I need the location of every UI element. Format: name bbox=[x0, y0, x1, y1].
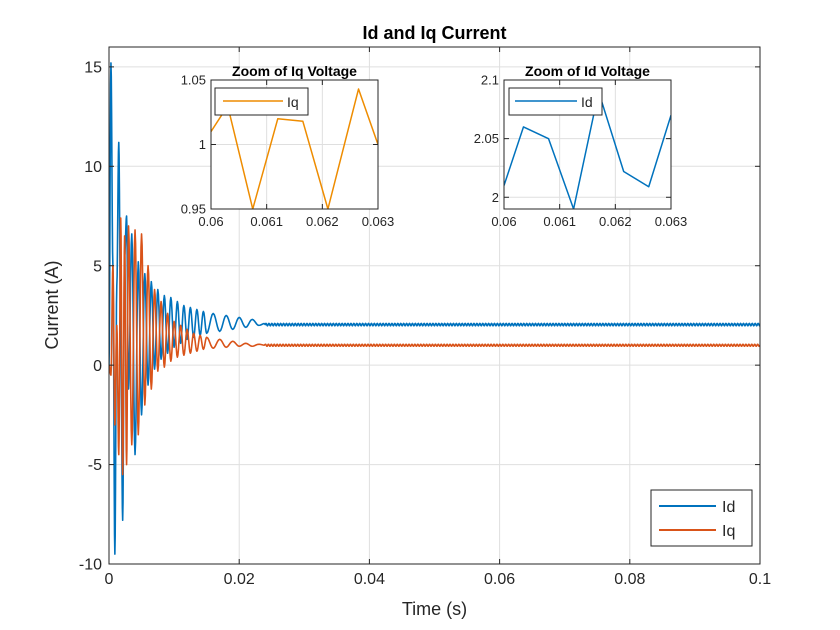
inset-id-xtick-label: 0.062 bbox=[599, 214, 632, 229]
inset-iq-ytick-label: 1 bbox=[199, 137, 206, 152]
inset-iq-xtick-label: 0.062 bbox=[306, 214, 339, 229]
main-series-id-line bbox=[109, 62, 760, 555]
inset-id-title: Zoom of Id Voltage bbox=[525, 63, 650, 79]
main-legend-box bbox=[650, 489, 753, 547]
inset-id-xtick-label: 0.061 bbox=[543, 214, 576, 229]
inset-id-legend-label: Id bbox=[581, 94, 593, 110]
inset-iq-series-layer bbox=[211, 88, 378, 209]
inset-id-series-id-line bbox=[504, 90, 671, 209]
inset-iq-legend-label: Iq bbox=[287, 94, 299, 110]
main-ytick-label: 0 bbox=[93, 358, 102, 375]
main-ticks: 0 0.02 0.04 0.06 0.08 0.1 -10 -5 0 5 10 15 bbox=[79, 47, 771, 588]
inset-id-ytick-label: 2 bbox=[492, 190, 499, 205]
main-series-layer bbox=[109, 62, 760, 555]
inset-id-chart: 0.06 0.061 0.062 0.063 2 2.05 2.1 Zoom of Id V… bbox=[474, 63, 688, 229]
inset-iq-legend[interactable]: Iq bbox=[214, 87, 309, 116]
inset-id-legend[interactable]: Id bbox=[508, 87, 603, 116]
inset-id-xtick-label: 0.063 bbox=[655, 214, 688, 229]
main-legend[interactable]: Id Iq bbox=[650, 489, 753, 547]
inset-iq-title: Zoom of Iq Voltage bbox=[232, 63, 357, 79]
main-xtick-label: 0.04 bbox=[354, 571, 385, 588]
inset-iq-xtick-label: 0.06 bbox=[198, 214, 223, 229]
main-ytick-label: 5 bbox=[93, 258, 102, 275]
main-ytick-label: 10 bbox=[84, 159, 102, 176]
main-xlabel: Time (s) bbox=[402, 599, 467, 619]
inset-iq-ticks: 0.06 0.061 0.062 0.063 0.95 1 1.05 bbox=[181, 73, 395, 229]
main-legend-label-iq: Iq bbox=[722, 523, 735, 540]
inset-id-series-layer bbox=[504, 90, 671, 209]
main-xtick-label: 0.1 bbox=[749, 571, 771, 588]
main-title: Id and Iq Current bbox=[363, 23, 507, 43]
main-plot-frame bbox=[108, 46, 761, 565]
inset-id-xtick-label: 0.06 bbox=[491, 214, 516, 229]
inset-id-ticks: 0.06 0.061 0.062 0.063 2 2.05 2.1 bbox=[474, 73, 688, 229]
main-ylabel: Current (A) bbox=[42, 260, 62, 349]
inset-iq-ytick-label: 1.05 bbox=[181, 73, 206, 88]
main-ytick-label: -10 bbox=[79, 557, 102, 574]
inset-iq-ytick-label: 0.95 bbox=[181, 202, 206, 217]
main-xtick-label: 0.08 bbox=[614, 571, 645, 588]
main-series-iq-line bbox=[109, 217, 760, 476]
inset-iq-chart: 0.06 0.061 0.062 0.063 0.95 1 1.05 Zoom of Iq … bbox=[181, 63, 395, 229]
main-legend-label-id: Id bbox=[722, 499, 735, 516]
main-xtick-label: 0.02 bbox=[224, 571, 255, 588]
inset-iq-xtick-label: 0.063 bbox=[362, 214, 395, 229]
main-ytick-label: 15 bbox=[84, 59, 102, 76]
inset-iq-xtick-label: 0.061 bbox=[250, 214, 283, 229]
inset-iq-series-iq-line bbox=[211, 88, 378, 209]
main-ytick-label: -5 bbox=[88, 457, 102, 474]
inset-id-frame bbox=[503, 79, 672, 210]
main-xtick-label: 0 bbox=[105, 571, 114, 588]
main-xtick-label: 0.06 bbox=[484, 571, 515, 588]
inset-id-ytick-label: 2.05 bbox=[474, 131, 499, 146]
inset-id-ytick-label: 2.1 bbox=[481, 73, 499, 88]
